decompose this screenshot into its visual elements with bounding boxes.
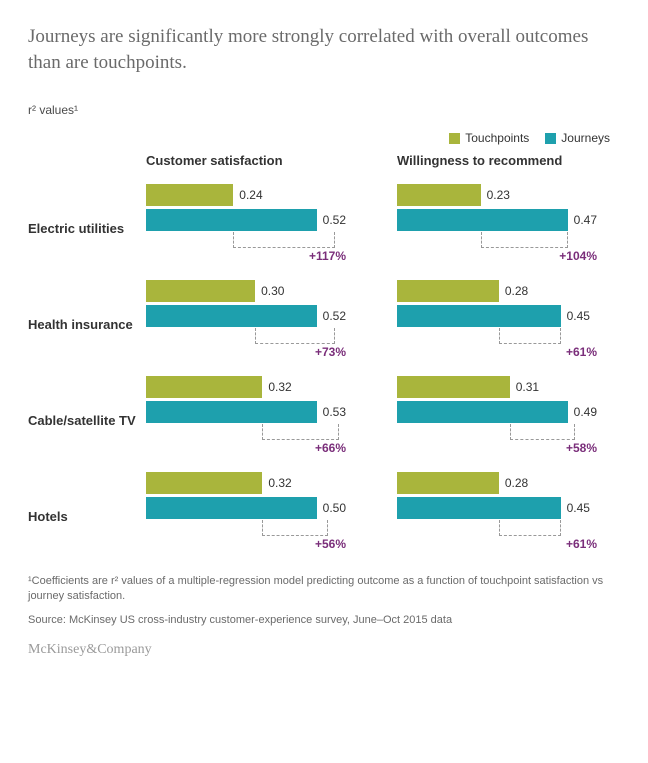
diff-bracket (499, 328, 561, 344)
chart-cell: 0.24 0.52 +117% (146, 178, 346, 274)
diff-label: +117% (309, 249, 346, 263)
diff-label: +56% (315, 537, 346, 551)
chart-title: Journeys are significantly more strongly… (28, 24, 620, 75)
diff-label: +73% (315, 345, 346, 359)
touchpoints-value: 0.28 (505, 284, 528, 298)
diff-label: +61% (566, 537, 597, 551)
chart-cell: 0.31 0.49 +58% (397, 370, 597, 466)
touchpoints-swatch (449, 133, 460, 144)
journeys-bar (397, 305, 561, 327)
column-header: Customer satisfaction (146, 153, 369, 178)
journeys-value: 0.49 (574, 405, 597, 419)
journeys-value: 0.52 (323, 309, 346, 323)
journeys-value: 0.47 (574, 213, 597, 227)
touchpoints-value: 0.30 (261, 284, 284, 298)
footnote: ¹Coefficients are r² values of a multipl… (28, 574, 620, 604)
touchpoints-value: 0.32 (268, 476, 291, 490)
row-label: Electric utilities (28, 217, 146, 236)
brand-logo: McKinsey&Company (28, 642, 620, 658)
chart-subtitle: r² values¹ (28, 103, 620, 117)
journeys-bar (146, 401, 317, 423)
chart-cell: 0.23 0.47 +104% (397, 178, 597, 274)
touchpoints-bar (146, 376, 262, 398)
legend-item-touchpoints: Touchpoints (449, 131, 529, 145)
journeys-bar (397, 209, 568, 231)
legend-label: Touchpoints (465, 131, 529, 145)
chart-cell: 0.30 0.52 +73% (146, 274, 346, 370)
diff-label: +66% (315, 441, 346, 455)
touchpoints-bar (146, 280, 255, 302)
touchpoints-bar (397, 184, 481, 206)
diff-label: +104% (559, 249, 597, 263)
journeys-swatch (545, 133, 556, 144)
journeys-bar (397, 497, 561, 519)
row-label: Hotels (28, 505, 146, 524)
legend: Touchpoints Journeys (28, 131, 620, 145)
diff-bracket (499, 520, 561, 536)
journeys-value: 0.45 (567, 309, 590, 323)
diff-label: +58% (566, 441, 597, 455)
diff-bracket (262, 424, 338, 440)
touchpoints-value: 0.31 (516, 380, 539, 394)
journeys-value: 0.45 (567, 501, 590, 515)
touchpoints-value: 0.28 (505, 476, 528, 490)
diff-bracket (510, 424, 575, 440)
chart-cell: 0.32 0.50 +56% (146, 466, 346, 562)
touchpoints-value: 0.32 (268, 380, 291, 394)
diff-bracket (262, 520, 327, 536)
touchpoints-bar (397, 472, 499, 494)
touchpoints-bar (397, 280, 499, 302)
journeys-value: 0.53 (323, 405, 346, 419)
legend-label: Journeys (561, 131, 610, 145)
journeys-value: 0.50 (323, 501, 346, 515)
journeys-value: 0.52 (323, 213, 346, 227)
journeys-bar (397, 401, 568, 423)
journeys-bar (146, 305, 317, 327)
row-label: Cable/satellite TV (28, 409, 146, 428)
touchpoints-bar (397, 376, 510, 398)
diff-label: +61% (566, 345, 597, 359)
journeys-bar (146, 209, 317, 231)
chart-cell: 0.32 0.53 +66% (146, 370, 346, 466)
row-label: Health insurance (28, 313, 146, 332)
touchpoints-value: 0.24 (239, 188, 262, 202)
chart-cell: 0.28 0.45 +61% (397, 466, 597, 562)
legend-item-journeys: Journeys (545, 131, 610, 145)
diff-bracket (481, 232, 568, 248)
touchpoints-bar (146, 184, 233, 206)
touchpoints-value: 0.23 (487, 188, 510, 202)
chart-cell: 0.28 0.45 +61% (397, 274, 597, 370)
diff-bracket (255, 328, 335, 344)
column-header: Willingness to recommend (397, 153, 620, 178)
diff-bracket (233, 232, 335, 248)
source-line: Source: McKinsey US cross-industry custo… (28, 614, 620, 626)
journeys-bar (146, 497, 317, 519)
chart-grid: Customer satisfaction Willingness to reco… (28, 153, 620, 562)
touchpoints-bar (146, 472, 262, 494)
